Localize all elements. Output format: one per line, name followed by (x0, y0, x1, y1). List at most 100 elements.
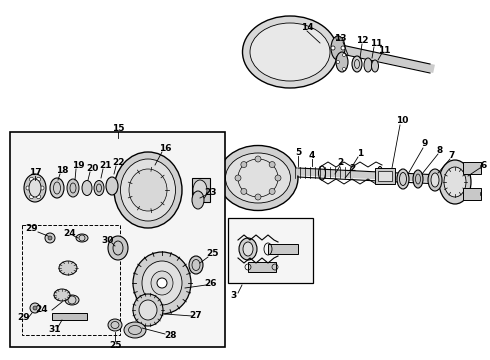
Circle shape (241, 162, 247, 167)
Text: 31: 31 (49, 325, 61, 334)
Bar (463, 162, 481, 174)
Text: 6: 6 (481, 161, 487, 170)
Circle shape (269, 188, 275, 194)
Ellipse shape (121, 159, 175, 221)
Circle shape (36, 177, 41, 181)
Circle shape (29, 177, 33, 181)
Ellipse shape (108, 319, 122, 331)
Circle shape (45, 233, 55, 243)
Circle shape (33, 306, 37, 310)
Text: 3: 3 (230, 291, 236, 300)
Circle shape (255, 156, 261, 162)
Ellipse shape (139, 300, 157, 320)
Ellipse shape (225, 153, 291, 203)
Circle shape (235, 175, 241, 181)
Ellipse shape (24, 174, 46, 202)
Text: 4: 4 (309, 150, 315, 159)
Text: 1: 1 (357, 149, 363, 158)
Text: 26: 26 (204, 279, 216, 288)
Text: 14: 14 (301, 23, 313, 32)
Circle shape (343, 54, 345, 57)
Circle shape (336, 56, 340, 60)
Ellipse shape (192, 191, 204, 209)
Ellipse shape (29, 179, 41, 197)
Bar (52, 313, 87, 320)
Text: 25: 25 (206, 248, 218, 257)
Text: 12: 12 (356, 36, 368, 45)
Ellipse shape (444, 167, 466, 197)
Ellipse shape (413, 170, 423, 188)
Ellipse shape (397, 169, 409, 189)
Text: 10: 10 (396, 116, 408, 125)
Text: 30: 30 (102, 235, 114, 244)
Text: 20: 20 (86, 163, 98, 172)
Bar (22, 225, 120, 335)
Text: 19: 19 (72, 161, 84, 170)
Ellipse shape (439, 160, 471, 204)
Circle shape (30, 303, 40, 313)
Text: 17: 17 (29, 167, 41, 176)
Circle shape (275, 175, 281, 181)
Circle shape (341, 46, 345, 50)
Ellipse shape (82, 180, 92, 195)
Ellipse shape (431, 173, 439, 187)
Text: 5: 5 (295, 148, 301, 157)
Circle shape (157, 278, 167, 288)
Ellipse shape (50, 178, 64, 198)
Ellipse shape (336, 52, 348, 72)
Circle shape (29, 195, 33, 199)
Ellipse shape (65, 295, 79, 305)
Ellipse shape (371, 60, 378, 72)
Ellipse shape (428, 169, 442, 191)
Ellipse shape (193, 180, 207, 200)
Ellipse shape (142, 261, 182, 305)
Circle shape (337, 60, 340, 63)
Ellipse shape (133, 294, 163, 326)
Bar (10, 132, 225, 347)
Bar (248, 262, 276, 272)
Ellipse shape (106, 177, 118, 195)
Text: 22: 22 (112, 158, 124, 166)
Ellipse shape (352, 56, 362, 72)
Circle shape (40, 186, 44, 190)
Ellipse shape (239, 238, 257, 260)
Circle shape (331, 46, 335, 50)
Text: 25: 25 (109, 341, 121, 350)
Text: 15: 15 (112, 123, 124, 132)
Text: 11: 11 (378, 45, 390, 54)
Circle shape (26, 186, 30, 190)
Text: 23: 23 (204, 188, 216, 197)
Ellipse shape (151, 271, 173, 295)
Ellipse shape (133, 252, 191, 314)
Ellipse shape (124, 322, 146, 338)
Ellipse shape (94, 180, 104, 195)
Text: 9: 9 (422, 139, 428, 148)
Text: 29: 29 (18, 314, 30, 323)
Text: 27: 27 (190, 310, 202, 320)
Bar (268, 244, 298, 254)
Ellipse shape (108, 236, 128, 260)
Ellipse shape (364, 58, 372, 72)
Ellipse shape (331, 36, 345, 60)
Text: 7: 7 (449, 150, 455, 159)
Text: 16: 16 (159, 144, 171, 153)
Ellipse shape (76, 234, 88, 242)
Bar (378, 171, 392, 181)
Circle shape (36, 195, 41, 199)
Ellipse shape (54, 289, 70, 301)
Text: 11: 11 (370, 39, 382, 48)
Circle shape (48, 236, 52, 240)
Text: 21: 21 (99, 161, 111, 170)
Ellipse shape (250, 23, 330, 81)
Ellipse shape (114, 152, 182, 228)
Text: 13: 13 (334, 33, 346, 42)
Ellipse shape (218, 145, 298, 211)
Bar (192, 178, 210, 202)
Circle shape (269, 162, 275, 167)
Text: 24: 24 (64, 229, 76, 238)
Text: 8: 8 (437, 145, 443, 154)
Text: 2: 2 (337, 158, 343, 166)
Bar (463, 188, 481, 200)
Ellipse shape (243, 242, 253, 256)
Ellipse shape (129, 169, 167, 211)
